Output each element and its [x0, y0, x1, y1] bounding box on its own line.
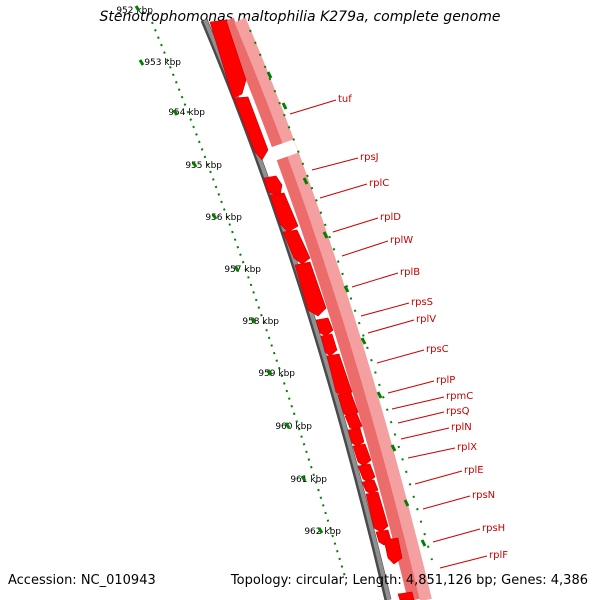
gene-label-rpsH[interactable]: rpsH	[482, 523, 505, 534]
track-gap	[259, 139, 299, 165]
gene-arrow[interactable]	[315, 317, 334, 337]
gene-label-rpsN[interactable]: rpsN	[472, 490, 495, 501]
gene-label-rplB[interactable]: rplB	[400, 267, 420, 278]
gene-label-rplD[interactable]: rplD	[380, 212, 401, 223]
ruler-kbp-label: 954 kbp	[168, 108, 205, 118]
gene-leader-line	[319, 183, 368, 199]
accession-label: Accession: NC_010943	[8, 573, 156, 588]
gene-label-rpsQ[interactable]: rpsQ	[446, 406, 470, 417]
topology-summary: Topology: circular; Length: 4,851,126 bp…	[230, 573, 588, 588]
gene-arrow[interactable]	[320, 333, 338, 357]
gene-arrow[interactable]	[269, 192, 299, 233]
gene-label-rplN[interactable]: rplN	[451, 422, 472, 433]
gene-track-inner	[222, 17, 420, 600]
gene-label-rplF[interactable]: rplF	[489, 550, 508, 561]
position-ruler	[151, 21, 347, 581]
gene-arrow[interactable]	[347, 427, 365, 447]
gene-leader-line	[311, 157, 359, 171]
ruler-tick	[233, 265, 240, 272]
gene-leader-line	[400, 427, 450, 440]
gene-arrow[interactable]	[357, 463, 376, 483]
gene-label-rpsJ[interactable]: rpsJ	[360, 152, 379, 163]
ruler-kbp-label: 959 kbp	[258, 369, 295, 379]
ruler-tick	[300, 475, 307, 482]
gene-label-rplW[interactable]: rplW	[390, 235, 413, 246]
gene-leader-line	[341, 240, 389, 257]
gene-arrow[interactable]	[233, 96, 269, 161]
gene-leader-line	[351, 272, 399, 288]
gene-label-rplE[interactable]: rplE	[464, 465, 484, 476]
gene-arrow[interactable]	[361, 479, 379, 495]
track-tick	[390, 444, 397, 452]
track-tick	[302, 177, 309, 185]
gene-leader-line	[439, 555, 488, 569]
gene-leader-line	[387, 380, 435, 394]
gene-arrow[interactable]	[282, 229, 311, 265]
track-tick	[343, 285, 350, 293]
track-tick	[376, 391, 383, 399]
ruler-kbp-label: 957 kbp	[224, 265, 261, 275]
track-tick	[403, 499, 410, 507]
gene-arrow[interactable]	[383, 537, 403, 565]
gene-leader-line	[367, 319, 415, 334]
ruler-kbp-label: 958 kbp	[242, 317, 279, 327]
ruler-tick	[284, 422, 291, 429]
ruler-tick	[317, 527, 324, 534]
ruler-kbp-label: 961 kbp	[290, 475, 327, 485]
gene-leader-line	[360, 302, 410, 317]
track-tick	[322, 231, 329, 239]
gene-label-rpmC[interactable]: rpmC	[446, 391, 473, 402]
gene-label-rplP[interactable]: rplP	[436, 375, 455, 386]
gene-leader-line	[407, 447, 456, 459]
gene-leader-line	[397, 411, 445, 424]
gene-arrow[interactable]	[352, 443, 372, 467]
genome-title: Stenotrophomonas maltophilia K279a, comp…	[99, 9, 501, 25]
gene-label-rplV[interactable]: rplV	[416, 314, 436, 325]
gene-arrow[interactable]	[294, 261, 327, 317]
backbone-shadow	[200, 18, 392, 600]
track-tick	[266, 71, 273, 79]
gene-leader-line	[432, 528, 481, 543]
ruler-tick	[134, 5, 141, 12]
gene-track-outer	[234, 17, 432, 600]
ruler-tick	[172, 109, 179, 116]
gene-leader-line	[376, 349, 425, 364]
ruler-kbp-label: 952 kbp	[116, 6, 153, 16]
ruler-tick	[138, 59, 145, 66]
track-tick	[281, 102, 288, 110]
track-tick	[360, 337, 367, 345]
backbone-line	[203, 19, 391, 600]
gene-arrow[interactable]	[344, 413, 363, 431]
gene-arrow[interactable]	[397, 591, 415, 600]
gene-leader-line	[289, 99, 337, 115]
ruler-tick	[266, 369, 273, 376]
ruler-kbp-label: 960 kbp	[275, 422, 312, 432]
ruler-tick	[250, 317, 257, 324]
gene-label-rpsC[interactable]: rpsC	[426, 344, 449, 355]
gene-leader-line	[414, 470, 463, 485]
gene-arrow[interactable]	[263, 175, 283, 197]
ruler-tick	[211, 213, 218, 220]
gene-label-tuf[interactable]: tuf	[338, 94, 352, 105]
gene-label-rplX[interactable]: rplX	[457, 442, 477, 453]
ruler-kbp-label: 955 kbp	[185, 161, 222, 171]
gene-leader-line	[422, 495, 471, 510]
gene-leader-line	[332, 217, 379, 233]
gene-arrow[interactable]	[365, 491, 389, 533]
gene-label-rpsS[interactable]: rpsS	[411, 297, 433, 308]
ruler-kbp-label: 953 kbp	[144, 58, 181, 68]
ruler-kbp-label: 956 kbp	[205, 213, 242, 223]
ruler-tick	[191, 161, 198, 168]
gene-label-rplC[interactable]: rplC	[369, 178, 389, 189]
gene-arrow[interactable]	[209, 19, 247, 99]
gene-leader-line	[391, 396, 445, 410]
track-tick	[420, 539, 427, 547]
